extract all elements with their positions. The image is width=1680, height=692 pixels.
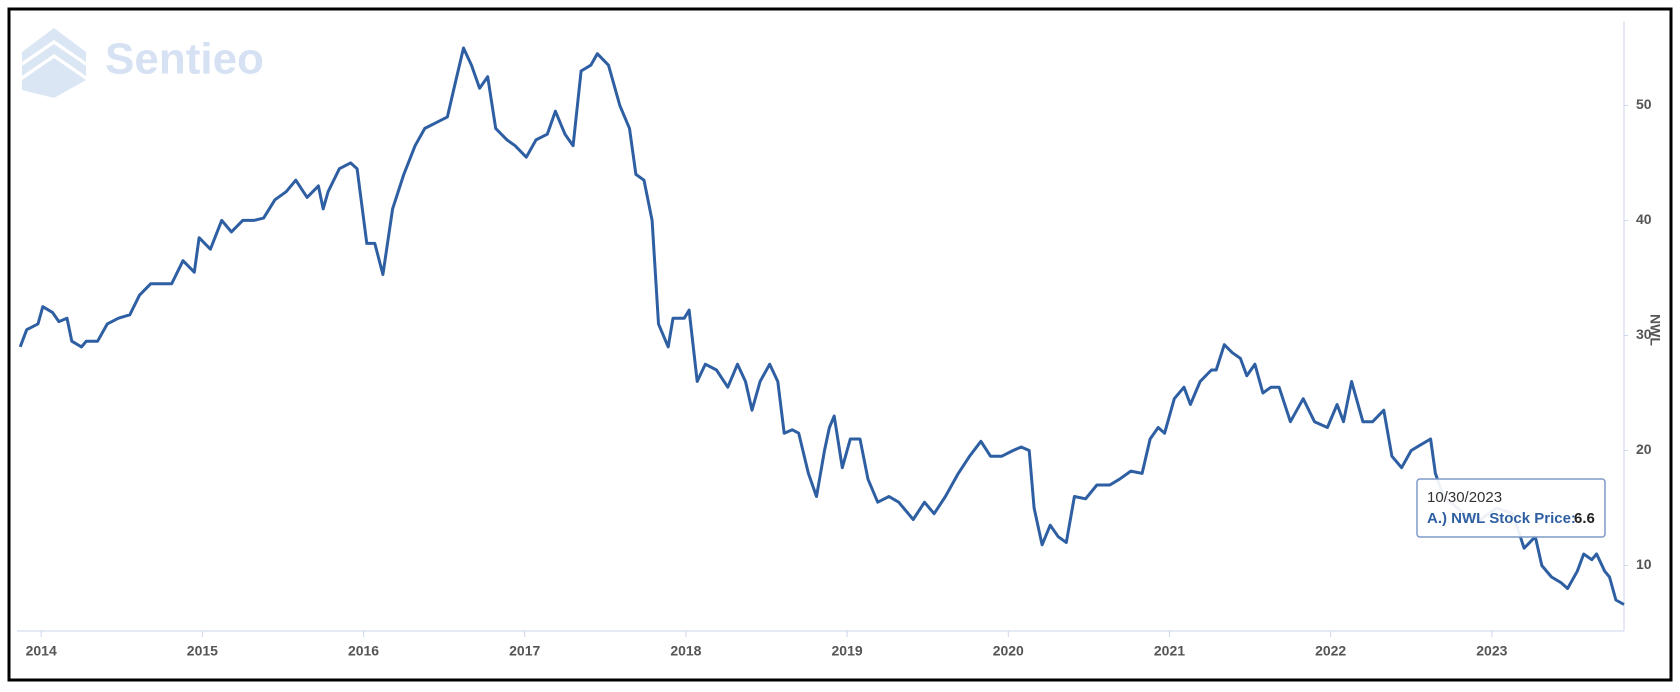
y-axis-label: NWL: [1647, 314, 1663, 346]
tooltip-date: 10/30/2023: [1427, 489, 1502, 506]
brand-name: Sentieo: [105, 35, 264, 84]
brand-logo: [22, 28, 86, 98]
x-tick-label: 2017: [509, 643, 540, 659]
x-tick-label: 2014: [26, 643, 57, 659]
y-tick-label: 10: [1636, 556, 1652, 572]
y-tick-label: 50: [1636, 96, 1652, 112]
tooltip: 10/30/2023 A.) NWL Stock Price: 6.6: [1416, 478, 1606, 538]
tooltip-box: [1416, 478, 1606, 538]
tooltip-label: A.) NWL Stock Price:: [1427, 510, 1576, 527]
y-tick-label: 40: [1636, 211, 1652, 227]
x-tick-label: 2022: [1315, 643, 1346, 659]
x-tick-label: 2020: [993, 643, 1024, 659]
x-tick-label: 2023: [1476, 643, 1507, 659]
x-tick-label: 2019: [832, 643, 863, 659]
frame: [7, 7, 1673, 682]
x-tick-label: 2021: [1154, 643, 1185, 659]
y-tick-label: 20: [1636, 441, 1652, 457]
tooltip-value: 6.6: [1574, 510, 1595, 527]
price-line: [18, 46, 1625, 606]
y-tick-label: 30: [1636, 326, 1652, 342]
x-tick-label: 2016: [348, 643, 379, 659]
x-tick-label: 2015: [187, 643, 218, 659]
x-tick-label: 2018: [670, 643, 701, 659]
